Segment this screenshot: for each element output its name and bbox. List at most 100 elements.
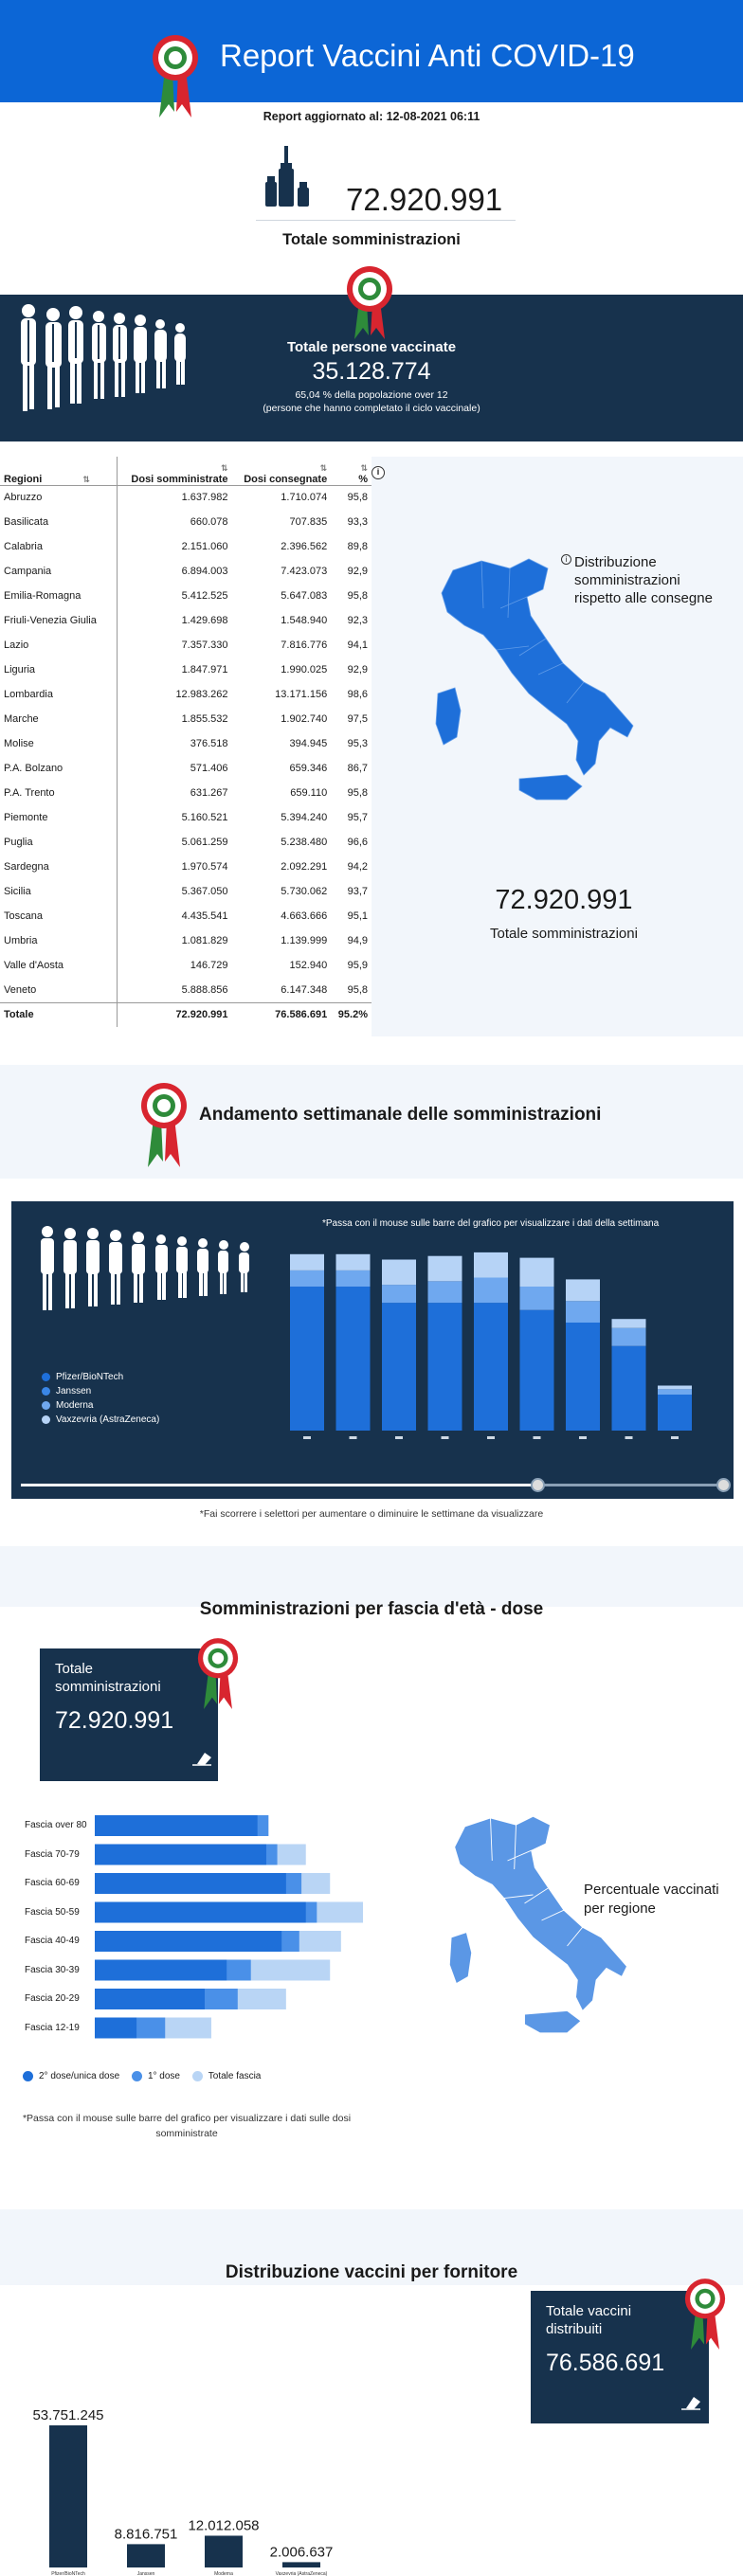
table-row[interactable]: Sardegna 1.970.574 2.092.291 94,2: [0, 855, 372, 879]
legend-item-second-dose[interactable]: 2° dose/unica dose: [23, 2071, 119, 2081]
table-row[interactable]: P.A. Trento 631.267 659.110 95,8: [0, 781, 372, 805]
range-slider-active: [21, 1484, 538, 1486]
eraser-icon[interactable]: [191, 1751, 212, 1766]
sort-icon[interactable]: ⇅: [220, 462, 228, 473]
age-bar-chart[interactable]: [95, 1815, 379, 2043]
weekly-bar-segment[interactable]: [658, 1385, 692, 1390]
weekly-bar-segment[interactable]: [474, 1303, 508, 1431]
doses-delivered: 5.647.083: [281, 590, 328, 602]
supplier-bar[interactable]: [282, 2562, 320, 2567]
map-total-value: 72.920.991: [495, 885, 633, 915]
table-row[interactable]: Marche 1.855.532 1.902.740 97,5: [0, 707, 372, 731]
table-row[interactable]: Puglia 5.061.259 5.238.480 96,6: [0, 830, 372, 855]
column-header-dosi-somministrate[interactable]: ⇅ Dosi somministrate: [117, 457, 232, 486]
weekly-bar-segment[interactable]: [474, 1252, 508, 1278]
weekly-bar-segment[interactable]: [335, 1287, 371, 1431]
column-header-regioni[interactable]: Regioni ⇅: [0, 457, 110, 486]
map-info-icon[interactable]: i: [561, 554, 571, 565]
range-slider-handle-right[interactable]: [716, 1478, 731, 1492]
age-bar-second-dose[interactable]: [95, 1931, 282, 1952]
weekly-bar-segment[interactable]: [290, 1253, 324, 1270]
region-name: Emilia-Romagna: [4, 590, 82, 602]
weekly-bar-segment[interactable]: [382, 1285, 416, 1304]
age-bar-second-dose[interactable]: [95, 1873, 286, 1894]
age-bar-second-dose[interactable]: [95, 1901, 306, 1923]
weekly-bar-segment[interactable]: [427, 1255, 462, 1282]
weekly-bar-segment[interactable]: [290, 1270, 324, 1287]
eraser-icon[interactable]: [680, 2395, 701, 2410]
table-row[interactable]: Valle d'Aosta 146.729 152.940 95,9: [0, 953, 372, 978]
age-bar-second-dose[interactable]: [95, 2017, 137, 2039]
legend-item-moderna[interactable]: Moderna: [42, 1398, 159, 1413]
weekly-bar-segment[interactable]: [335, 1270, 371, 1287]
supplier-category-label: Pfizer/BioNTech: [51, 2571, 85, 2576]
weekly-bar-segment[interactable]: [335, 1253, 371, 1270]
percentage: 93,3: [347, 516, 368, 528]
header-label: Dosi consegnate: [244, 473, 328, 485]
table-row[interactable]: Emilia-Romagna 5.412.525 5.647.083 95,8: [0, 584, 372, 608]
table-row[interactable]: Lazio 7.357.330 7.816.776 94,1: [0, 633, 372, 658]
legend-item-janssen[interactable]: Janssen: [42, 1384, 159, 1398]
table-row[interactable]: Calabria 2.151.060 2.396.562 89,8: [0, 534, 372, 559]
weekly-bar-segment[interactable]: [611, 1345, 646, 1431]
table-row[interactable]: Toscana 4.435.541 4.663.666 95,1: [0, 904, 372, 928]
weekly-bar-segment[interactable]: [611, 1319, 646, 1328]
weekly-bar-segment[interactable]: [658, 1389, 692, 1395]
info-icon[interactable]: i: [372, 466, 385, 479]
weekly-bar-segment[interactable]: [519, 1257, 554, 1287]
weekly-bar-segment[interactable]: [658, 1395, 692, 1431]
weekly-bar-segment[interactable]: [382, 1303, 416, 1431]
weekly-bar-segment[interactable]: [290, 1287, 324, 1431]
table-row[interactable]: Friuli-Venezia Giulia 1.429.698 1.548.940 9…: [0, 608, 372, 633]
supplier-bar[interactable]: [127, 2544, 165, 2567]
range-slider-handle-left[interactable]: [531, 1478, 545, 1492]
age-bar-second-dose[interactable]: [95, 1989, 205, 2009]
weekly-hint: *Passa con il mouse sulle barre del graf…: [322, 1218, 660, 1229]
weekly-bar-segment[interactable]: [427, 1303, 462, 1431]
table-row[interactable]: Abruzzo 1.637.982 1.710.074 95,8: [0, 485, 372, 510]
percentage: 92,3: [347, 615, 368, 626]
legend-item-astrazeneca[interactable]: Vaxzevria (AstraZeneca): [42, 1413, 159, 1427]
sort-icon[interactable]: ⇅: [82, 474, 90, 484]
column-header-dosi-consegnate[interactable]: ⇅ Dosi consegnate: [231, 457, 332, 486]
table-row[interactable]: Umbria 1.081.829 1.139.999 94,9: [0, 928, 372, 953]
table-row[interactable]: Veneto 5.888.856 6.147.348 95,8: [0, 978, 372, 1002]
sort-icon[interactable]: ⇅: [360, 462, 368, 473]
doses-administered: 1.847.971: [181, 664, 228, 676]
weekly-bar-chart[interactable]: [282, 1251, 699, 1459]
column-header-percent[interactable]: ⇅%: [331, 457, 372, 486]
weekly-bar-segment[interactable]: [474, 1277, 508, 1304]
age-bar-second-dose[interactable]: [95, 1815, 258, 1836]
legend-item-first-dose[interactable]: 1° dose: [131, 2071, 180, 2081]
doses-delivered: 2.396.562: [281, 541, 328, 552]
italy-map[interactable]: [425, 551, 643, 836]
weekly-bar-segment[interactable]: [427, 1281, 462, 1304]
table-row[interactable]: P.A. Bolzano 571.406 659.346 86,7: [0, 756, 372, 781]
table-row[interactable]: Piemonte 5.160.521 5.394.240 95,7: [0, 805, 372, 830]
weekly-bar-segment[interactable]: [566, 1301, 600, 1323]
table-row[interactable]: Molise 376.518 394.945 95,3: [0, 731, 372, 756]
table-row[interactable]: Basilicata 660.078 707.835 93,3: [0, 510, 372, 534]
sort-icon[interactable]: ⇅: [319, 462, 328, 473]
supplier-bar-chart[interactable]: 53.751.245 Pfizer/BioNTech 8.816.751 Jansse…: [28, 2401, 389, 2576]
supplier-bar[interactable]: [205, 2535, 243, 2567]
doses-delivered: 13.171.156: [275, 689, 328, 700]
age-bar-second-dose[interactable]: [95, 1844, 266, 1865]
region-name: Liguria: [4, 664, 36, 676]
total-administered: 72.920.991: [117, 1001, 232, 1027]
weekly-bar-segment[interactable]: [519, 1287, 554, 1310]
legend-item-pfizer[interactable]: Pfizer/BioNTech: [42, 1370, 159, 1384]
table-row[interactable]: Liguria 1.847.971 1.990.025 92,9: [0, 658, 372, 682]
age-bar-second-dose[interactable]: [95, 1959, 227, 1981]
legend-item-total[interactable]: Totale fascia: [191, 2071, 261, 2081]
table-row[interactable]: Campania 6.894.003 7.423.073 92,9: [0, 559, 372, 584]
table-row[interactable]: Sicilia 5.367.050 5.730.062 93,7: [0, 879, 372, 904]
table-row[interactable]: Lombardia 12.983.262 13.171.156 98,6: [0, 682, 372, 707]
italy-map[interactable]: [438, 1810, 637, 2065]
weekly-bar-segment[interactable]: [382, 1259, 416, 1286]
weekly-bar-segment[interactable]: [519, 1309, 554, 1431]
weekly-bar-segment[interactable]: [611, 1327, 646, 1346]
supplier-bar[interactable]: [49, 2425, 87, 2567]
weekly-bar-segment[interactable]: [566, 1279, 600, 1302]
weekly-bar-segment[interactable]: [566, 1323, 600, 1431]
